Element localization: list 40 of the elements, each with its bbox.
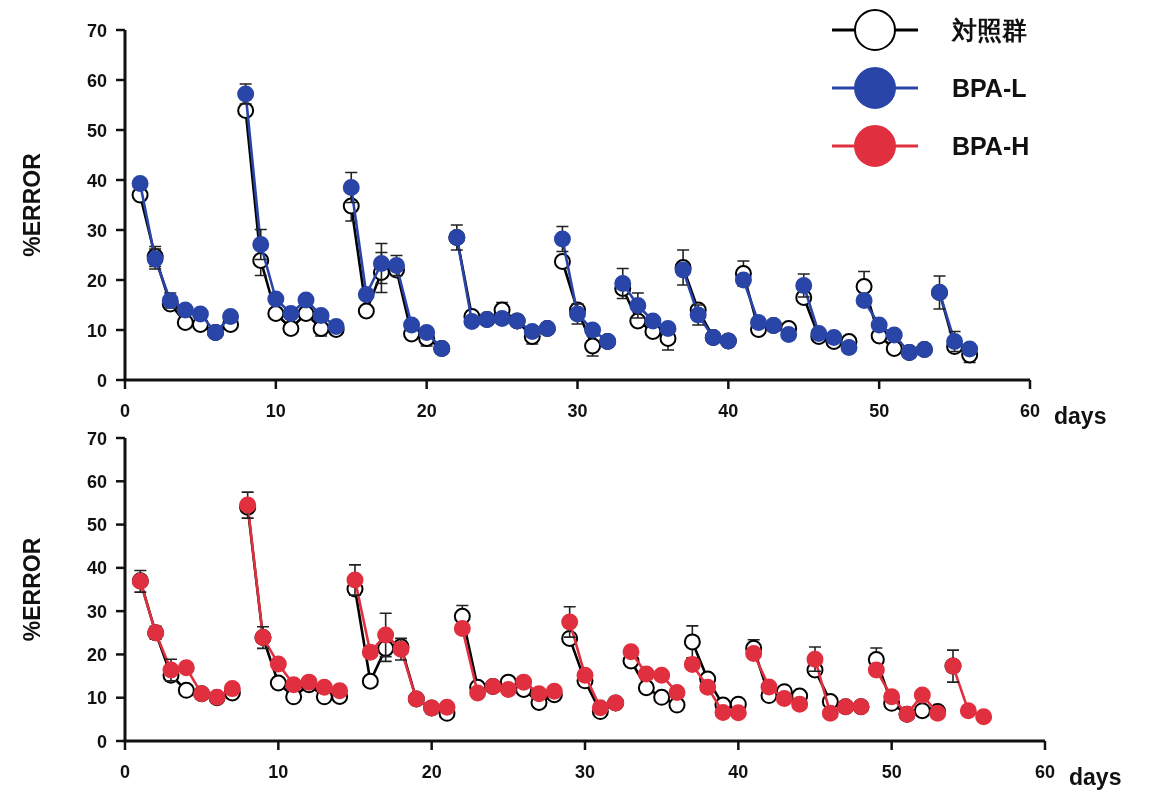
x-tick-label: 40 bbox=[728, 762, 749, 782]
x-tick-label: 30 bbox=[574, 762, 596, 782]
x-tick-label: 0 bbox=[119, 401, 131, 421]
y-tick-label: 0 bbox=[96, 370, 107, 391]
y-tick-label: 30 bbox=[86, 220, 107, 241]
legend-label: 対照群 bbox=[951, 16, 1027, 44]
y-tick-label: 0 bbox=[96, 731, 107, 752]
x-tick-label: 20 bbox=[421, 762, 442, 782]
y-tick-label: 30 bbox=[86, 601, 107, 622]
x-tick-label: 50 bbox=[869, 401, 890, 421]
legend-label: BPA-H bbox=[952, 132, 1030, 160]
y-tick-label: 20 bbox=[86, 644, 107, 665]
x-tick-label: 10 bbox=[268, 762, 289, 782]
y-tick-label: 60 bbox=[86, 471, 107, 492]
y-tick-label: 60 bbox=[86, 70, 107, 91]
y-tick-label: 70 bbox=[86, 20, 107, 41]
legend-entry: BPA-L bbox=[832, 67, 1027, 109]
x-tick-label: 10 bbox=[265, 401, 286, 421]
y-tick-label: 10 bbox=[86, 320, 107, 341]
x-tick-label: 20 bbox=[416, 401, 437, 421]
y-tick-label: 20 bbox=[86, 270, 107, 291]
y-tick-label: 50 bbox=[86, 120, 107, 141]
y-tick-label: 10 bbox=[86, 688, 107, 709]
x-tick-label: 40 bbox=[718, 401, 739, 421]
x-tick-label: 50 bbox=[881, 762, 902, 782]
y-axis-title: %ERROR bbox=[19, 537, 45, 642]
x-axis-title: days bbox=[1054, 403, 1107, 429]
x-tick-label: 60 bbox=[1019, 401, 1041, 421]
x-axis-title: days bbox=[1069, 764, 1122, 790]
legend-entry: BPA-H bbox=[832, 125, 1030, 167]
legend-entry: 対照群 bbox=[832, 9, 1027, 51]
x-tick-label: 30 bbox=[567, 401, 588, 421]
legend-label: BPA-L bbox=[952, 74, 1027, 102]
y-axis-title: %ERROR bbox=[19, 152, 45, 257]
y-tick-label: 50 bbox=[86, 515, 107, 536]
x-tick-label: 60 bbox=[1034, 762, 1056, 782]
y-tick-label: 40 bbox=[86, 558, 107, 579]
y-tick-label: 40 bbox=[86, 170, 107, 191]
x-tick-label: 0 bbox=[119, 762, 131, 782]
y-tick-label: 70 bbox=[86, 428, 107, 449]
